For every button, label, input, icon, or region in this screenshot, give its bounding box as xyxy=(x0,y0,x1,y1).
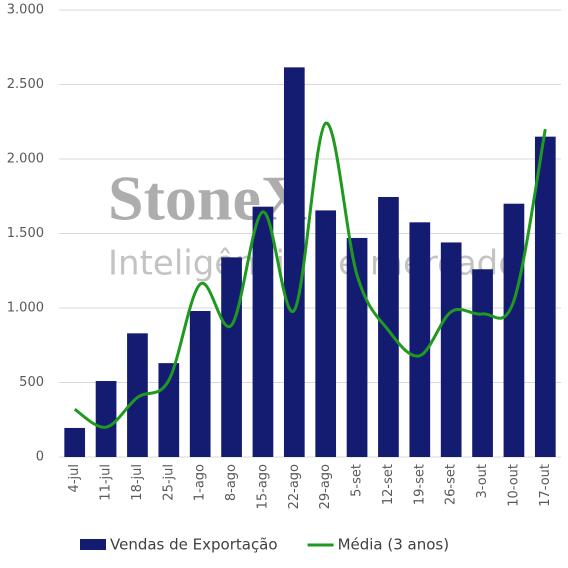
bar xyxy=(64,427,86,457)
x-tick-label: 22-ago xyxy=(287,464,302,509)
x-tick-label: 1-ago xyxy=(193,464,208,501)
x-tick-label: 26-set xyxy=(444,464,459,505)
x-tick-label: 12-set xyxy=(381,464,396,505)
bar xyxy=(534,136,556,457)
bar xyxy=(472,269,493,457)
y-tick-label: 2.000 xyxy=(7,152,44,167)
x-tick-label: 17-out xyxy=(538,464,553,507)
watermark: StoneX xyxy=(108,163,307,234)
y-tick-label: 1.000 xyxy=(7,301,44,316)
line xyxy=(73,121,547,429)
legend-label: Vendas de Exportação xyxy=(110,536,278,554)
y-tick-label: 500 xyxy=(19,375,44,390)
x-tick-label: 18-jul xyxy=(130,464,145,501)
legend-swatch xyxy=(80,539,106,550)
bar xyxy=(95,381,117,457)
bar xyxy=(378,196,399,457)
y-tick-label: 0 xyxy=(36,450,44,465)
bar xyxy=(127,333,148,457)
bar xyxy=(252,206,274,457)
x-tick-label: 10-out xyxy=(506,464,521,507)
x-tick-label: 8-ago xyxy=(224,464,239,501)
x-tick-label: 4-jul xyxy=(67,464,82,492)
legend-label: Média (3 anos) xyxy=(338,536,450,554)
bar xyxy=(440,242,462,457)
bar xyxy=(409,222,431,457)
x-tick-label: 29-ago xyxy=(318,464,333,509)
x-tick-label: 11-jul xyxy=(99,464,114,501)
x-tick-label: 3-out xyxy=(475,464,490,499)
x-tick-label: 15-ago xyxy=(255,464,270,509)
y-tick-label: 1.500 xyxy=(7,226,44,241)
x-tick-label: 25-jul xyxy=(161,464,176,501)
bar xyxy=(315,210,337,457)
y-tick-label: 3.000 xyxy=(7,3,44,18)
bar xyxy=(283,67,305,458)
bar xyxy=(189,310,211,457)
y-tick-label: 2.500 xyxy=(7,77,44,92)
bar xyxy=(503,203,525,457)
x-tick-label: 19-set xyxy=(412,464,427,505)
x-tick-label: 5-set xyxy=(350,464,365,497)
bar xyxy=(221,257,242,457)
